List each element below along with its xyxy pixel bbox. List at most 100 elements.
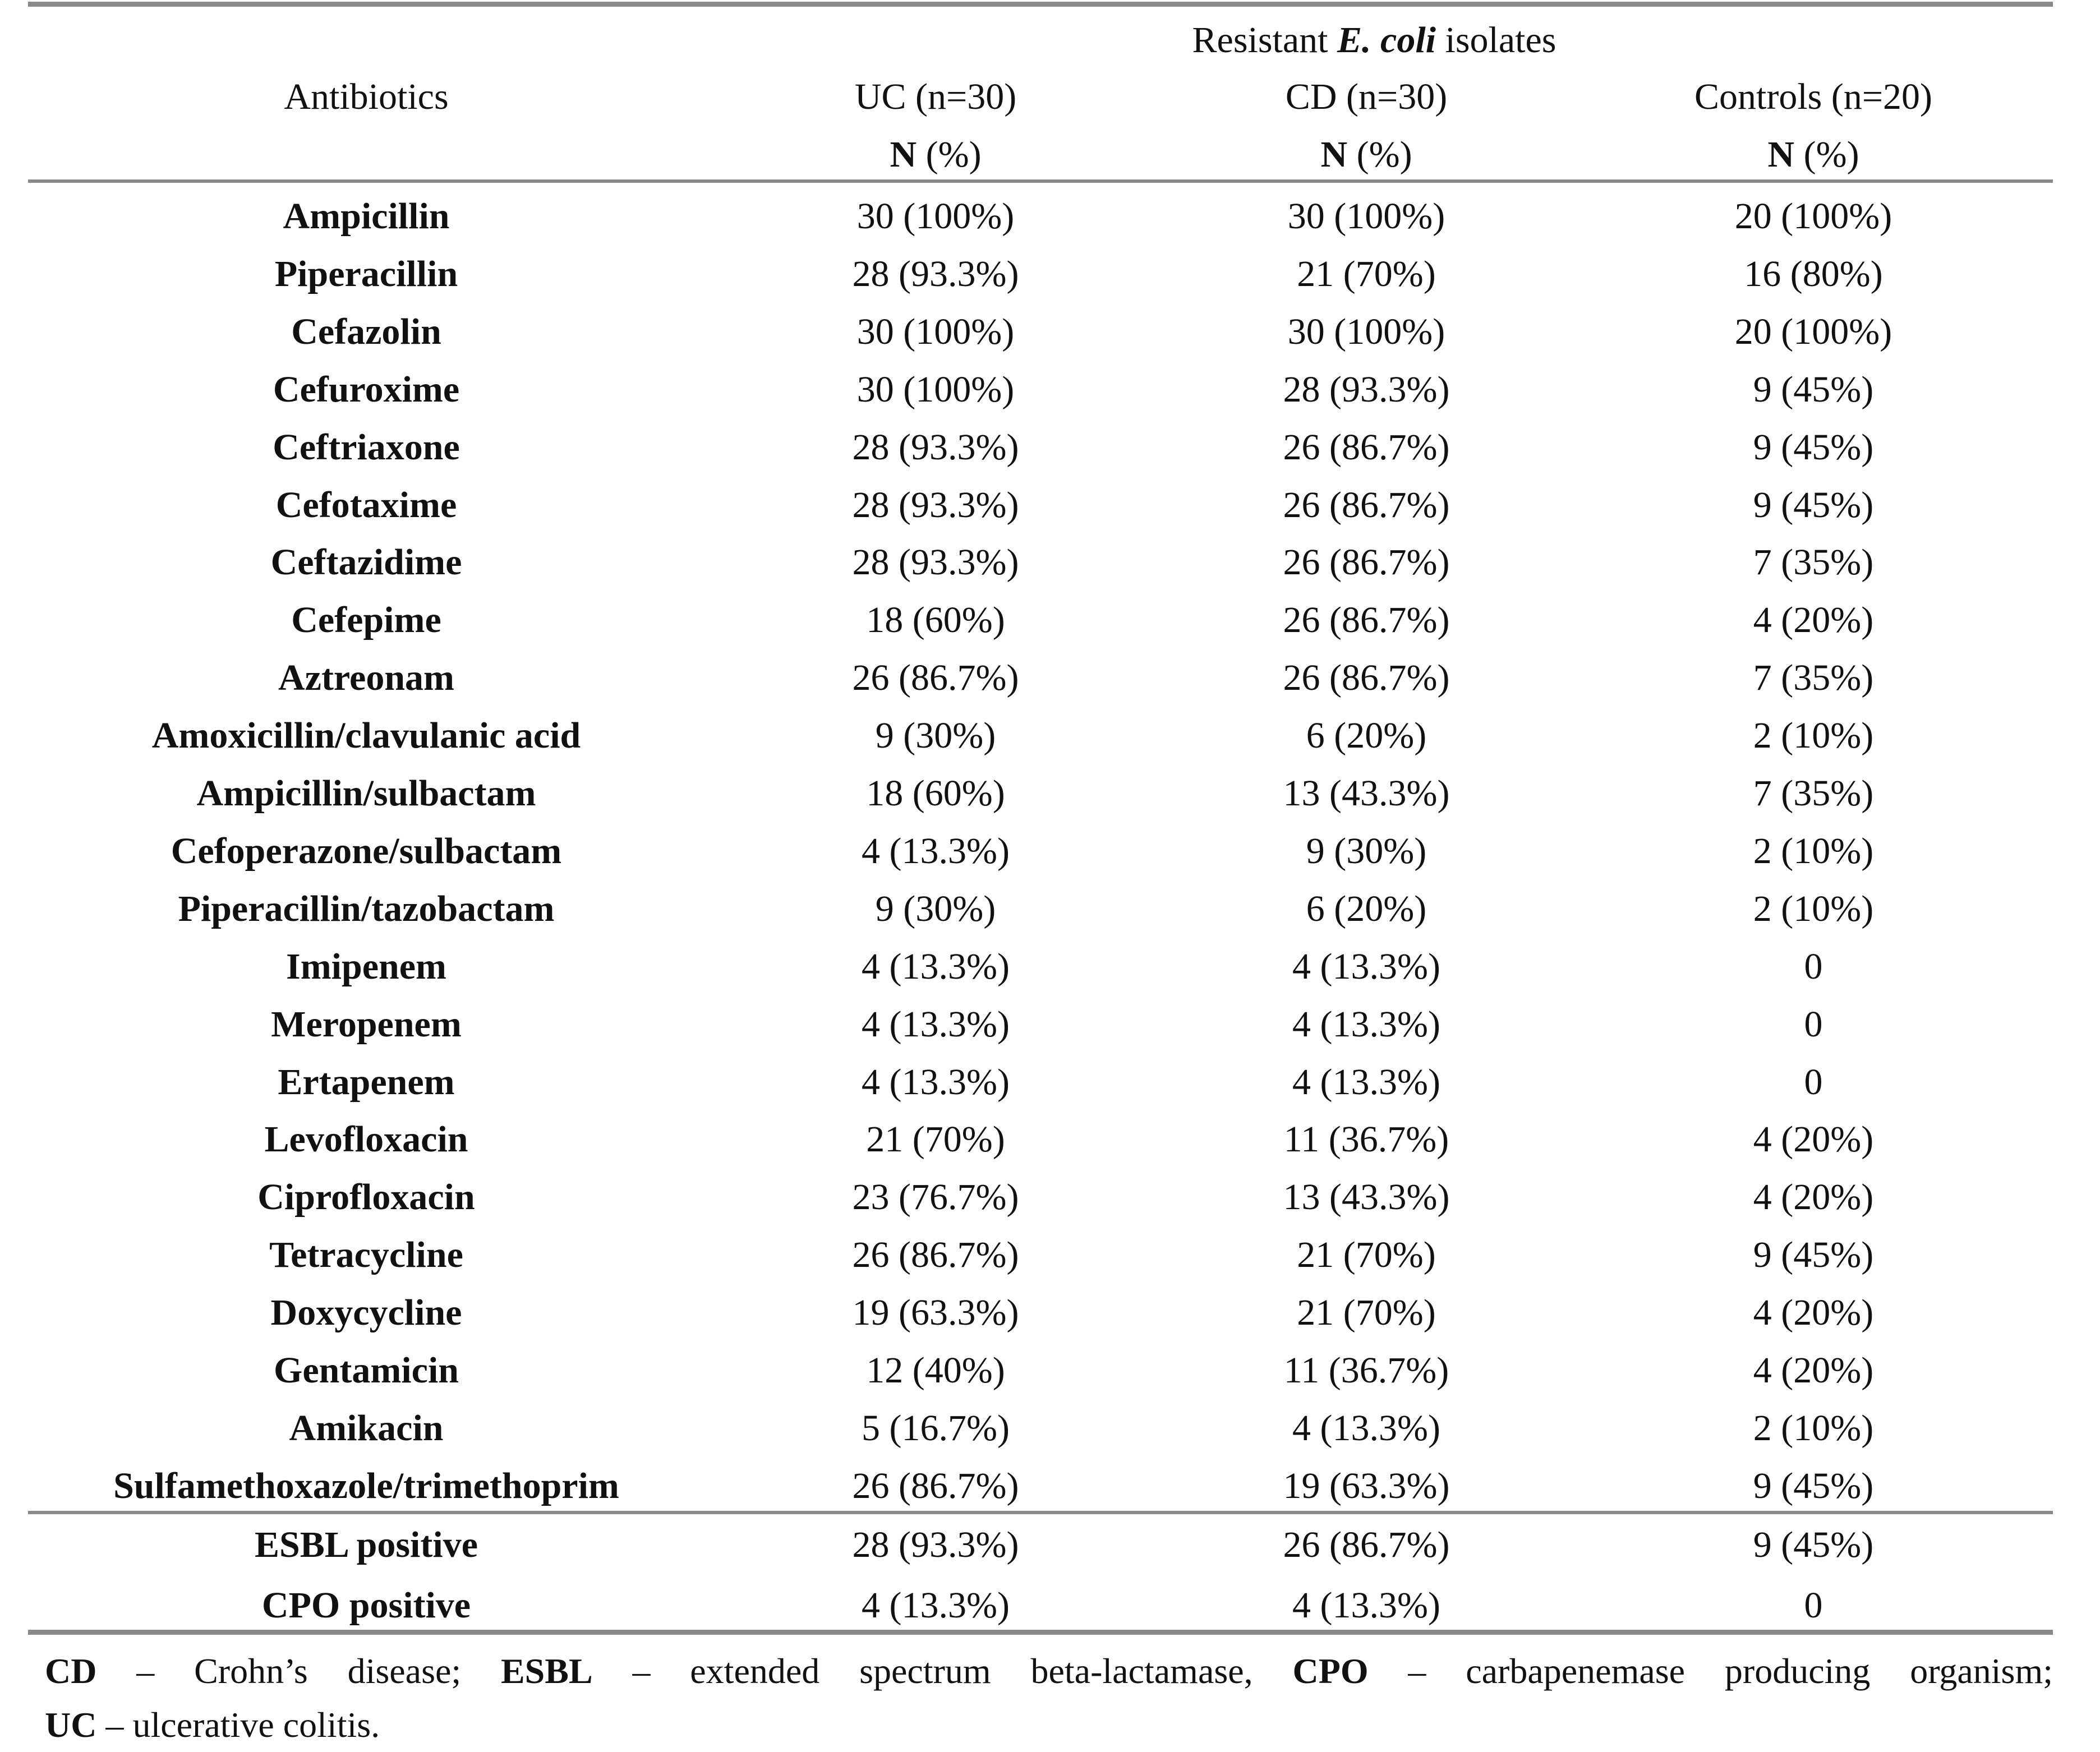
- resistance-value: 9 (45%): [1753, 1234, 1874, 1276]
- resistance-value: 13 (43.3%): [1283, 1177, 1450, 1218]
- data-cell: 30 (100%): [857, 367, 1014, 412]
- antibiotic-name: Ceftriaxone: [273, 426, 460, 468]
- data-cell: 4 (20%): [1753, 1348, 1873, 1393]
- resistance-value: 28 (93.3%): [852, 426, 1019, 468]
- resistance-value: 21 (70%): [1297, 1234, 1436, 1276]
- column-unit: N (%): [890, 132, 981, 177]
- resistance-value: 0: [1804, 1585, 1823, 1626]
- data-cell: 4 (13.3%): [1292, 1060, 1440, 1105]
- resistance-value: 12 (40%): [866, 1350, 1005, 1391]
- row-label: Ertapenem: [278, 1060, 454, 1105]
- data-cell: 20 (100%): [1735, 194, 1892, 239]
- data-cell: 30 (100%): [1288, 194, 1445, 239]
- resistance-value: 0: [1804, 1003, 1823, 1045]
- resistance-value: 7 (35%): [1753, 657, 1874, 699]
- footnote-text: – extended spectrum beta-lactamase,: [592, 1651, 1293, 1691]
- column-name: CD (n=30): [1285, 76, 1448, 117]
- data-cell: 28 (93.3%): [853, 252, 1019, 297]
- resistance-value: 11 (36.7%): [1283, 1350, 1449, 1391]
- resistance-value: 0: [1804, 946, 1823, 987]
- data-cell: 4 (13.3%): [862, 1060, 1010, 1105]
- resistance-value: 6 (20%): [1306, 715, 1427, 757]
- antibiotic-name: Piperacillin/tazobactam: [178, 888, 555, 929]
- resistance-value: 4 (13.3%): [1292, 946, 1440, 987]
- data-cell: 26 (86.7%): [1283, 1523, 1450, 1567]
- antibiotic-name: Meropenem: [271, 1003, 462, 1045]
- data-cell: 30 (100%): [857, 310, 1014, 354]
- antibiotic-name: Amoxicillin/clavulanic acid: [151, 715, 581, 757]
- resistance-value: 2 (10%): [1753, 715, 1874, 757]
- column-name: Controls (n=20): [1694, 76, 1933, 117]
- data-cell: 26 (86.7%): [853, 1464, 1019, 1509]
- resistance-value: 16 (80%): [1744, 253, 1883, 294]
- resistance-value: 21 (70%): [1297, 1292, 1436, 1334]
- row-label: Levofloxacin: [265, 1117, 468, 1162]
- data-cell: 7 (35%): [1753, 540, 1873, 585]
- row-label: Imipenem: [286, 944, 446, 989]
- resistance-value: 28 (93.3%): [852, 1524, 1019, 1565]
- data-cell: 4 (13.3%): [862, 1583, 1010, 1628]
- resistance-value: 9 (30%): [875, 888, 996, 929]
- data-cell: 21 (70%): [1297, 252, 1435, 297]
- resistance-value: 4 (20%): [1753, 1350, 1874, 1391]
- data-cell: 26 (86.7%): [853, 656, 1019, 700]
- resistance-value: 9 (30%): [1306, 830, 1427, 872]
- data-cell: 9 (45%): [1753, 1233, 1873, 1278]
- data-cell: 9 (45%): [1753, 483, 1873, 528]
- group-label-text: Resistant: [1192, 20, 1338, 61]
- resistance-value: 19 (63.3%): [1283, 1465, 1450, 1506]
- data-cell: 0: [1804, 1060, 1823, 1105]
- resistance-value: 26 (86.7%): [852, 1465, 1019, 1506]
- resistance-value: 6 (20%): [1306, 888, 1427, 929]
- row-label: Cefotaxime: [276, 483, 457, 528]
- data-cell: 13 (43.3%): [1283, 1175, 1450, 1220]
- group-label-text: isolates: [1436, 20, 1556, 61]
- resistance-value: 26 (86.7%): [1283, 600, 1450, 641]
- data-cell: 26 (86.7%): [1283, 483, 1450, 528]
- footnote-text: – carbapenemase producing organism;: [1368, 1651, 2053, 1691]
- data-cell: 2 (10%): [1753, 887, 1873, 932]
- resistance-value: 26 (86.7%): [1283, 657, 1450, 699]
- row-label: Amoxicillin/clavulanic acid: [152, 713, 581, 758]
- data-cell: 19 (63.3%): [853, 1290, 1019, 1335]
- column-name: Antibiotics: [284, 76, 449, 117]
- row-label: Meropenem: [271, 1002, 462, 1047]
- row-label: Gentamicin: [274, 1348, 459, 1393]
- column-unit: N (%): [1320, 132, 1412, 177]
- footnote-text: – ulcerative colitis.: [96, 1705, 380, 1745]
- antibiotic-name: Doxycycline: [270, 1292, 462, 1334]
- data-cell: 4 (13.3%): [1292, 1002, 1440, 1047]
- data-cell: 0: [1804, 1002, 1823, 1047]
- unit-symbol: N: [1320, 134, 1348, 175]
- antibiotic-name: Ciprofloxacin: [257, 1177, 475, 1218]
- data-cell: 9 (45%): [1753, 1464, 1873, 1509]
- resistance-value: 4 (13.3%): [862, 1003, 1010, 1045]
- row-label: Cefoperazone/sulbactam: [171, 829, 562, 874]
- row-label: Piperacillin: [275, 252, 458, 297]
- footnote-line: UC – ulcerative colitis.: [45, 1703, 2053, 1748]
- data-cell: 9 (45%): [1753, 425, 1873, 470]
- resistance-value: 4 (13.3%): [862, 1585, 1010, 1626]
- data-cell: 26 (86.7%): [1283, 540, 1450, 585]
- data-cell: 28 (93.3%): [853, 425, 1019, 470]
- antibiotic-name: ESBL positive: [255, 1524, 478, 1565]
- data-cell: 4 (13.3%): [862, 1002, 1010, 1047]
- table-rule: [28, 1511, 2053, 1514]
- group-header: Resistant E. coli isolates: [1192, 18, 1556, 63]
- resistance-value: 9 (45%): [1753, 484, 1874, 525]
- resistance-value: 28 (93.3%): [852, 484, 1019, 525]
- data-cell: 11 (36.7%): [1284, 1348, 1449, 1393]
- data-cell: 20 (100%): [1735, 310, 1892, 354]
- footnote-abbreviation: ESBL: [500, 1651, 593, 1691]
- footnote-abbreviation: CD: [45, 1651, 97, 1691]
- resistance-value: 9 (45%): [1753, 1465, 1874, 1506]
- row-label: Ceftriaxone: [273, 425, 460, 470]
- column-header: Controls (n=20): [1694, 75, 1932, 119]
- resistance-value: 26 (86.7%): [1283, 542, 1450, 583]
- data-cell: 18 (60%): [866, 598, 1005, 643]
- data-cell: 21 (70%): [866, 1117, 1005, 1162]
- resistance-value: 30 (100%): [1287, 311, 1445, 352]
- data-cell: 9 (30%): [876, 713, 996, 758]
- resistance-value: 4 (13.3%): [862, 1061, 1010, 1103]
- resistance-value: 4 (20%): [1753, 600, 1874, 641]
